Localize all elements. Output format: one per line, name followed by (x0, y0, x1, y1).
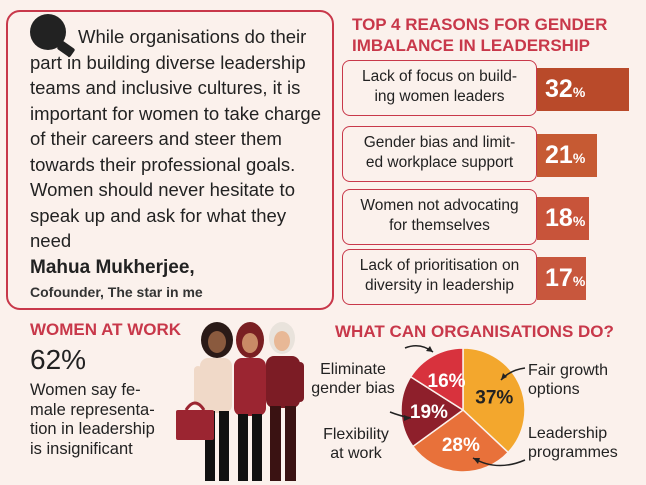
quote-box (6, 10, 334, 310)
pie-slice (411, 409, 510, 473)
reason-box (342, 249, 537, 305)
reason-value: 21 (545, 141, 573, 169)
reason-bar: 17% (537, 257, 586, 300)
woman-figure-left (194, 322, 233, 481)
pie-slice (409, 347, 464, 412)
label-leadership-programmes: Leadership programmes (528, 424, 638, 462)
reason-unit: % (572, 83, 586, 100)
label-line: gender bias (311, 380, 395, 397)
reason-unit: % (572, 149, 586, 166)
pie-slice-label: 19% (410, 402, 448, 423)
reason-label-line: for themselves (389, 217, 490, 234)
label-line: Leadership (528, 425, 608, 442)
reason-value: 32 (545, 75, 573, 103)
reason-row: Lack of prioritisation on diversity in l… (342, 249, 642, 309)
pie-slice (462, 347, 526, 454)
desc-line: Women say fe- (30, 381, 141, 399)
reason-bar: 18% (537, 197, 589, 240)
reason-unit: % (572, 212, 586, 229)
label-line: at work (330, 445, 382, 462)
pie-slice-label: 28% (442, 435, 480, 456)
reason-bar: 21% (537, 134, 598, 177)
quote-author-role: Cofounder, The star in me (30, 284, 203, 300)
label-line: Flexibility (323, 426, 389, 443)
arrow-icon (389, 411, 412, 421)
reason-label-line: Lack of prioritisation on (359, 257, 520, 274)
woman-figure-right (266, 322, 304, 481)
arrow-icon (500, 367, 526, 381)
reason-box (342, 189, 537, 245)
organisations-pie-chart: 37% 28% 19% 16% (400, 347, 526, 473)
reason-value: 18 (545, 204, 573, 232)
reason-label-line: ing women leaders (374, 88, 505, 105)
pie-slice-label: 16% (428, 371, 466, 392)
women-illustration (176, 322, 304, 481)
reason-label-line: diversity in leadership (364, 277, 515, 294)
reason-label-line: Gender bias and limit- (363, 134, 516, 151)
reason-label: Lack of prioritisation on diversity in l… (342, 256, 537, 296)
reason-label-line: Women not advocating (360, 197, 519, 214)
arrow-icon (472, 457, 526, 467)
orgs-title: WHAT CAN ORGANISATIONS DO? (335, 322, 614, 341)
reason-box (342, 126, 537, 182)
reason-box (342, 60, 537, 116)
quote-text: While organisations do their part in bui… (30, 24, 330, 254)
quote-body: their part in building diverse leadershi… (30, 26, 322, 251)
desc-line: tion in leadership (30, 420, 155, 438)
women-at-work-title: WOMEN AT WORK (30, 320, 182, 339)
reason-bar: 32% (537, 68, 629, 111)
women-at-work-description: Women say fe- male representa- tion in l… (30, 381, 180, 459)
arrow-icon (404, 345, 434, 353)
label-flexibility-at-work: Flexibility at work (310, 425, 402, 463)
reason-label: Women not advocating for themselves (342, 196, 537, 236)
label-eliminate-gender-bias: Eliminate gender bias (307, 360, 399, 398)
handbag-icon (176, 401, 214, 440)
label-line: options (528, 381, 580, 398)
desc-line: male representa- (30, 400, 155, 419)
label-fair-growth-options: Fair growth options (528, 361, 628, 399)
desc-line: is insignificant (30, 439, 133, 458)
reason-label-line: Lack of focus on build- (361, 68, 518, 85)
label-line: Eliminate (320, 361, 386, 378)
pie-slice (400, 375, 465, 448)
reason-row: Gender bias and limit- ed workplace supp… (342, 126, 642, 186)
reason-label: Lack of focus on build- ing women leader… (342, 67, 537, 107)
label-line: Fair growth (528, 362, 609, 379)
pie-slice-label: 37% (475, 387, 513, 408)
reasons-title: TOP 4 REASONS FOR GENDER IMBALANCE IN LE… (352, 15, 608, 55)
reason-label: Gender bias and limit- ed workplace supp… (342, 133, 537, 173)
reason-row: Women not advocating for themselves 18% (342, 189, 642, 249)
woman-figure-middle (234, 322, 266, 481)
reason-unit: % (572, 272, 586, 289)
reason-label-line: ed workplace support (365, 154, 514, 171)
reason-row: Lack of focus on build- ing women leader… (342, 60, 642, 120)
women-at-work-percent: 62% (30, 344, 87, 375)
quote-author: Mahua Mukherjee, (30, 257, 195, 278)
pie-arrows (389, 345, 526, 467)
quote-line-1: While organisations do (78, 26, 266, 47)
quote-magnifier-icon (30, 14, 66, 50)
reason-value: 17 (545, 264, 573, 292)
label-line: programmes (528, 444, 618, 461)
